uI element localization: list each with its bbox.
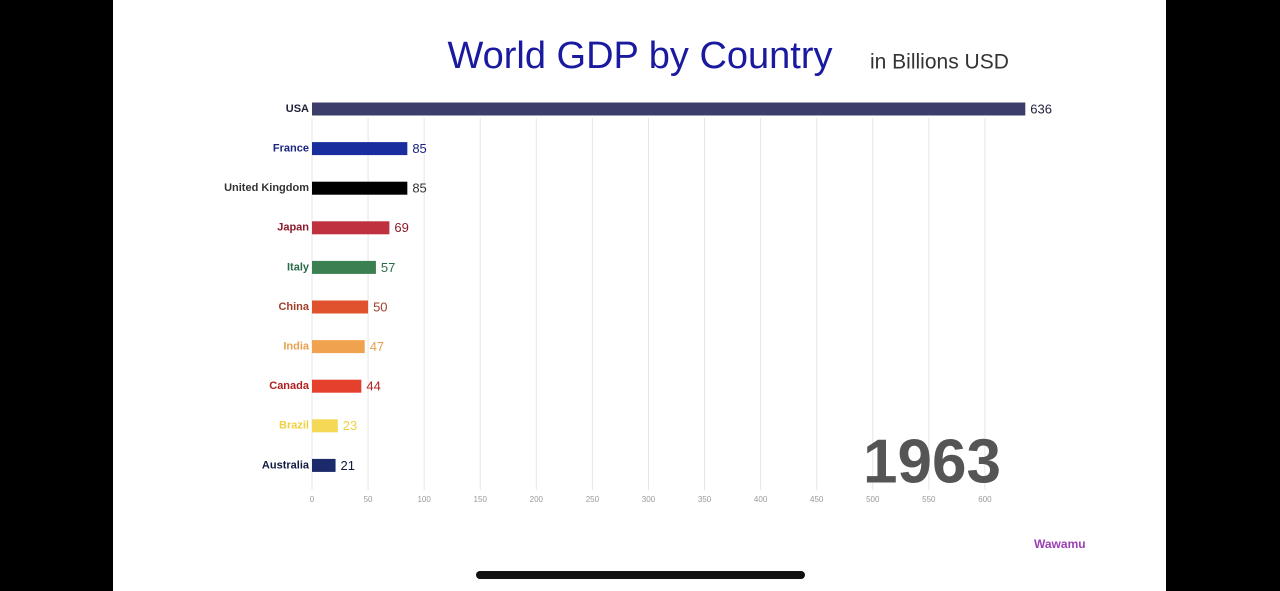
x-tick-label: 300: [642, 495, 656, 504]
x-tick-label: 450: [810, 495, 824, 504]
value-label: 636: [1030, 101, 1052, 116]
value-label: 23: [343, 418, 357, 433]
category-label: Italy: [287, 261, 310, 273]
x-tick-label: 550: [922, 495, 936, 504]
x-tick-label: 250: [586, 495, 600, 504]
watermark: Wawamu: [1034, 537, 1086, 551]
category-label: USA: [286, 103, 309, 115]
bar: [312, 419, 338, 433]
year-label: 1963: [863, 427, 1001, 496]
bar: [312, 340, 365, 354]
chart-subtitle: in Billions USD: [870, 51, 1009, 74]
value-label: 69: [394, 220, 408, 235]
category-label: Brazil: [279, 420, 309, 432]
value-label: 21: [341, 458, 355, 473]
x-tick-label: 400: [754, 495, 768, 504]
value-label: 44: [366, 379, 380, 394]
plot: 0 50 100 150 200 250 300 350 400 450 500 550 600 USA 6…: [224, 101, 1052, 504]
chart-title: World GDP by Country: [447, 35, 832, 77]
bar: [312, 458, 336, 472]
bar: [312, 221, 390, 235]
x-tick-label: 50: [364, 495, 373, 504]
x-tick-label: 350: [698, 495, 712, 504]
bar: [312, 142, 408, 156]
video-frame: [113, 0, 1166, 591]
category-label: India: [283, 341, 310, 353]
value-label: 50: [373, 299, 387, 314]
category-label: Australia: [262, 459, 310, 471]
x-tick-label: 500: [866, 495, 880, 504]
bar: [312, 300, 369, 314]
value-label: 57: [381, 260, 395, 275]
value-label: 85: [412, 141, 426, 156]
category-label: United Kingdom: [224, 182, 309, 194]
bar: [312, 102, 1026, 116]
x-tick-label: 100: [417, 495, 431, 504]
home-indicator: [476, 571, 805, 579]
x-tick-label: 150: [474, 495, 488, 504]
category-label: China: [278, 301, 309, 313]
x-tick-label: 600: [978, 495, 992, 504]
category-label: France: [273, 143, 309, 155]
category-label: Japan: [277, 222, 309, 234]
bar: [312, 260, 376, 274]
x-tick-label: 200: [530, 495, 544, 504]
x-tick-label: 0: [310, 495, 315, 504]
bar: [312, 379, 362, 393]
value-label: 85: [412, 181, 426, 196]
category-label: Canada: [269, 380, 310, 392]
value-label: 47: [370, 339, 384, 354]
bar: [312, 181, 408, 195]
